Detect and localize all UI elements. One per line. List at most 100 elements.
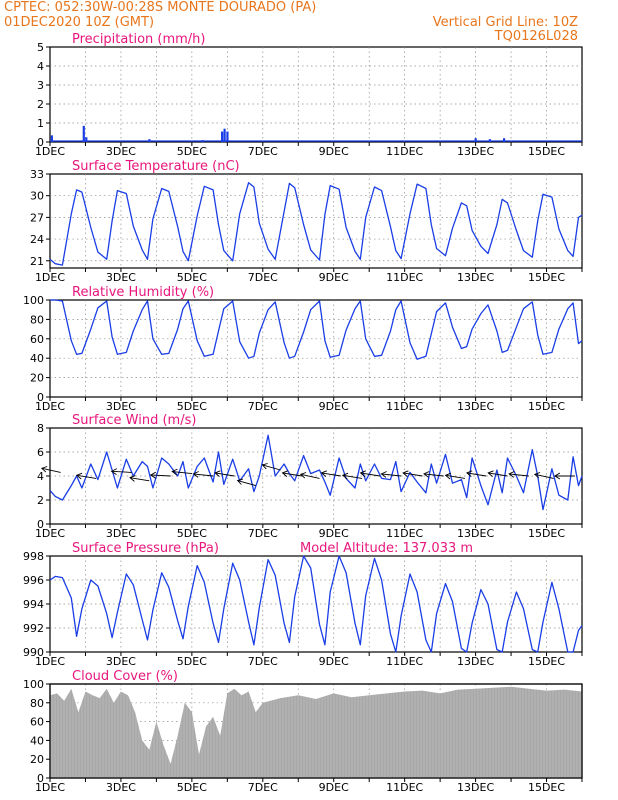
- surface-wind-xtick-label: 7DEC: [248, 527, 278, 540]
- header-station: CPTEC: 052:30W-00:28S MONTE DOURADO (PA): [4, 0, 317, 15]
- surface-pressure-ytick-label: 994: [23, 598, 44, 611]
- wind-arrow-head: [214, 470, 221, 477]
- precipitation-bar: [474, 138, 477, 142]
- relative-humidity-ytick-label: 20: [30, 372, 44, 385]
- precipitation-ytick-label: 1: [37, 117, 44, 130]
- precipitation-ytick-label: 0: [37, 136, 44, 149]
- cloud-cover-xtick-label: 5DEC: [177, 781, 207, 794]
- surface-pressure-title: Surface Pressure (hPa): [72, 541, 219, 556]
- wind-arrow: [193, 473, 214, 477]
- wind-arrow: [466, 472, 487, 477]
- header-run-time: 01DEC2020 10Z (GMT): [4, 15, 155, 30]
- wind-arrow: [76, 474, 97, 479]
- relative-humidity-xtick-label: 9DEC: [319, 400, 349, 413]
- precipitation-bar: [502, 138, 506, 142]
- wind-arrow-head: [110, 468, 118, 475]
- wind-arrow-head: [192, 471, 199, 478]
- relative-humidity-ytick-label: 0: [37, 391, 44, 404]
- relative-humidity-panel: 0 20 40 60 80 100 1DEC 3DEC 5DEC 7DEC 9DEC 11DEC 13D…: [23, 285, 583, 413]
- wind-arrow-head: [444, 472, 452, 480]
- surface-wind-ytick-label: 0: [37, 518, 44, 531]
- surface-temperature-xtick-label: 15DEC: [528, 271, 565, 284]
- surface-temperature-title: Surface Temperature (nC): [72, 159, 240, 174]
- surface-pressure-xtick-label: 11DEC: [386, 655, 423, 668]
- surface-wind-xtick-label: 5DEC: [177, 527, 207, 540]
- precipitation-xtick-label: 9DEC: [319, 145, 349, 158]
- precipitation-bar: [221, 131, 224, 142]
- cloud-cover-ytick-label: 20: [30, 753, 44, 766]
- precipitation-xtick-label: 13DEC: [457, 145, 494, 158]
- cloud-cover-ytick-label: 0: [37, 772, 44, 785]
- wind-arrow-head: [359, 470, 366, 477]
- wind-arrow-head: [261, 463, 268, 470]
- cloud-cover-xtick-label: 13DEC: [457, 781, 494, 794]
- wind-arrow: [215, 472, 235, 477]
- relative-humidity-ytick-label: 80: [30, 313, 44, 326]
- wind-arrow: [41, 467, 61, 473]
- precipitation-xtick-label: 1DEC: [35, 145, 65, 158]
- cloud-cover-ytick-label: 100: [23, 678, 44, 691]
- wind-arrow-head: [508, 471, 515, 478]
- wind-arrow: [509, 473, 529, 477]
- precipitation-title: Precipitation (mm/h): [72, 32, 205, 47]
- relative-humidity-series-line: [50, 299, 583, 360]
- wind-arrow-head: [129, 475, 136, 482]
- relative-humidity-frame: [49, 299, 583, 398]
- wind-arrow: [262, 464, 281, 471]
- wind-arrow: [381, 473, 402, 477]
- surface-temperature-series-line: [49, 182, 583, 266]
- surface-temperature-xtick-label: 7DEC: [248, 271, 278, 284]
- precipitation-xtick-label: 15DEC: [528, 145, 565, 158]
- precipitation-ytick-label: 2: [37, 98, 44, 111]
- wind-arrow-head: [75, 472, 83, 480]
- precipitation-ytick-label: 3: [37, 79, 44, 92]
- cloud-cover-panel: 0 20 40 60 80 100 1DEC 3DEC 5DEC 7DEC 9DEC 11DEC 13D…: [23, 669, 583, 794]
- relative-humidity-xtick-label: 15DEC: [528, 400, 565, 413]
- surface-wind-series-line: [49, 434, 583, 511]
- relative-humidity-title: Relative Humidity (%): [72, 285, 214, 300]
- surface-temperature-xtick-label: 1DEC: [35, 271, 65, 284]
- cloud-cover-xtick-label: 9DEC: [319, 781, 349, 794]
- surface-pressure-ytick-label: 998: [23, 550, 44, 563]
- surface-temperature-xtick-label: 9DEC: [319, 271, 349, 284]
- cloud-cover-ytick-label: 80: [30, 697, 44, 710]
- wind-arrow: [129, 477, 150, 482]
- surface-pressure-xtick-label: 13DEC: [457, 655, 494, 668]
- wind-arrow: [488, 472, 508, 477]
- surface-temperature-ytick-label: 27: [30, 211, 44, 224]
- precipitation-bar: [85, 137, 88, 142]
- surface-wind-ytick-label: 2: [37, 494, 44, 507]
- precipitation-xtick-label: 3DEC: [106, 145, 136, 158]
- surface-pressure-xtick-label: 9DEC: [319, 655, 349, 668]
- surface-pressure-annotation: Model Altitude: 137.033 m: [300, 541, 473, 556]
- surface-wind-panel: 0 2 4 6 8 1DEC 3DEC 5DEC 7DEC 9DEC 11DEC 13DEC 15DEC…: [35, 413, 583, 540]
- surface-wind-ytick-label: 6: [37, 446, 44, 459]
- cloud-cover-area: [50, 686, 582, 778]
- surface-pressure-xtick-label: 15DEC: [528, 655, 565, 668]
- wind-arrow: [111, 470, 132, 473]
- wind-arrow-head: [466, 470, 473, 477]
- surface-temperature-xtick-label: 5DEC: [177, 271, 207, 284]
- cloud-cover-xtick-label: 3DEC: [106, 781, 136, 794]
- cloud-cover-xtick-label: 15DEC: [528, 781, 565, 794]
- precipitation-bar: [82, 125, 85, 142]
- wind-arrow-head: [487, 470, 494, 477]
- wind-arrow: [300, 473, 320, 479]
- surface-wind-xtick-label: 9DEC: [319, 527, 349, 540]
- relative-humidity-xtick-label: 5DEC: [177, 400, 207, 413]
- relative-humidity-xtick-label: 13DEC: [457, 400, 494, 413]
- surface-temperature-frame: [49, 173, 583, 269]
- cloud-cover-xtick-label: 7DEC: [248, 781, 278, 794]
- wind-arrow-head: [320, 470, 327, 477]
- cloud-cover-title: Cloud Cover (%): [72, 669, 178, 684]
- relative-humidity-ytick-label: 100: [23, 294, 44, 307]
- precipitation-ytick-label: 5: [37, 41, 44, 54]
- precipitation-ytick-label: 4: [37, 60, 44, 73]
- wind-arrow-head: [236, 478, 244, 485]
- surface-temperature-panel: 21 24 27 30 33 1DEC 3DEC 5DEC 7DEC 9DEC 11DEC 13DEC…: [30, 159, 583, 284]
- surface-pressure-xtick-label: 5DEC: [177, 655, 207, 668]
- precipitation-xtick-label: 11DEC: [386, 145, 423, 158]
- surface-temperature-ytick-label: 30: [30, 190, 44, 203]
- cloud-cover-ytick-label: 40: [30, 734, 44, 747]
- wind-arrow: [150, 474, 171, 477]
